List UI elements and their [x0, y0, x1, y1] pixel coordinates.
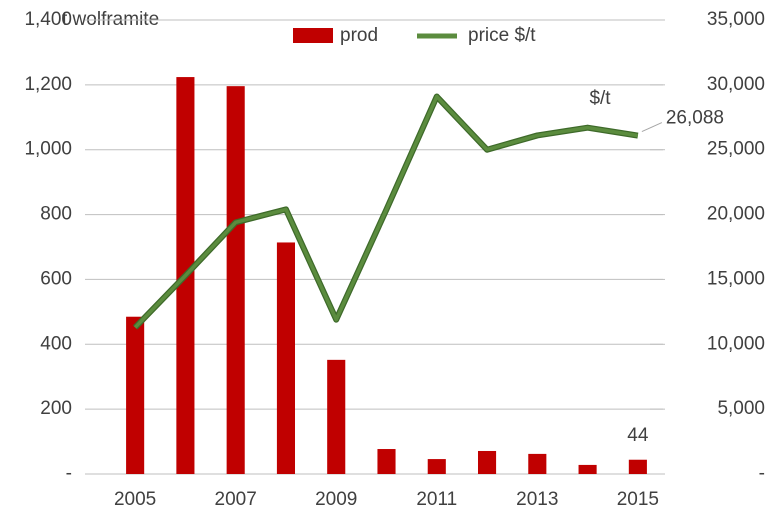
y-tick-label: 800: [40, 204, 72, 225]
y-tick-label: 1,000: [24, 139, 72, 160]
y-tick-label: 600: [40, 268, 72, 289]
price-line: [133, 94, 639, 329]
x-tick-label: 2009: [315, 489, 357, 510]
y-tick-label: 1,200: [24, 74, 72, 95]
y2-tick-label: 10,000: [707, 333, 765, 354]
y-tick-label: 1,400: [24, 9, 72, 30]
legend-swatch: [293, 28, 333, 43]
legend-label: prod: [340, 25, 378, 46]
y2-tick-label: 35,000: [707, 9, 765, 30]
y2-tick-label: 15,000: [707, 268, 765, 289]
y-tick-label: 200: [40, 398, 72, 419]
x-tick-label: 2007: [215, 489, 257, 510]
bar: [276, 242, 296, 474]
y2-tick-label: 5,000: [717, 398, 765, 419]
bar: [578, 464, 597, 474]
legend-label: price $/t: [468, 25, 536, 46]
bar: [226, 86, 245, 474]
y2-tick-label: 30,000: [707, 74, 765, 95]
bar: [477, 450, 497, 474]
y2-tick-label: -: [759, 463, 765, 484]
bar: [377, 449, 396, 474]
x-tick-label: 2013: [516, 489, 558, 510]
y-tick-label: 400: [40, 333, 72, 354]
x-tick-label: 2005: [114, 489, 156, 510]
bar: [528, 453, 547, 474]
y-tick-label: -: [66, 463, 72, 484]
y2-tick-label: 20,000: [707, 204, 765, 225]
data-label: 44: [627, 425, 649, 446]
x-tick-label: 2011: [416, 489, 457, 510]
y2-axis-label: $/t: [589, 88, 611, 109]
x-tick-label: 2015: [617, 489, 659, 510]
bar: [126, 316, 145, 474]
bar: [628, 459, 647, 474]
y2-tick-label: 25,000: [707, 139, 765, 160]
leader-line: [641, 122, 663, 133]
bar: [327, 359, 346, 474]
data-label: 26,088: [666, 108, 724, 129]
bar: [427, 459, 446, 474]
